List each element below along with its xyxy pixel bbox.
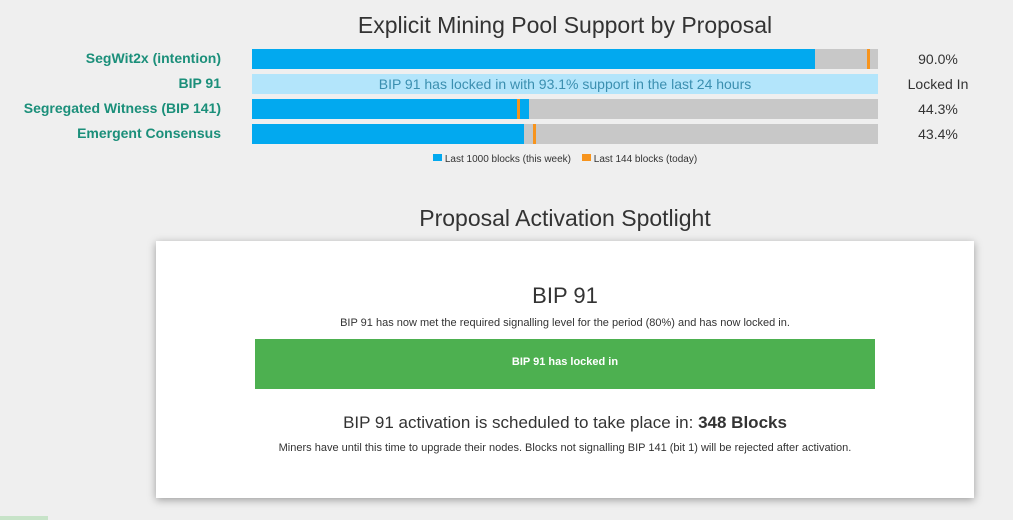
- category-label-bip-91[interactable]: BIP 91: [178, 75, 221, 91]
- spotlight-card: BIP 91 BIP 91 has now met the required s…: [156, 241, 974, 498]
- bar-track-bip-91: BIP 91 has locked in with 93.1% support …: [252, 74, 878, 94]
- legend-swatch-today: [581, 154, 591, 161]
- bar-week-emergent-consensus: [252, 124, 524, 144]
- chart-row-emergent-consensus: Emergent Consensus 43.4%: [0, 124, 1013, 144]
- category-label-segregated-witness-bip-141[interactable]: Segregated Witness (BIP 141): [23, 100, 221, 116]
- chart-row-segregated-witness-bip-141: Segregated Witness (BIP 141) 44.3%: [0, 99, 1013, 119]
- bar-track-emergent-consensus: [252, 124, 878, 144]
- category-label-segwit2x-intention[interactable]: SegWit2x (intention): [85, 50, 221, 66]
- marker-today-segregated-witness-bip-141: [517, 99, 521, 119]
- legend-label-today: Last 144 blocks (today): [593, 154, 698, 165]
- activation-schedule: BIP 91 activation is scheduled to take p…: [156, 413, 974, 433]
- bar-track-segwit2x-intention: [252, 49, 878, 69]
- chart-row-segwit2x-intention: SegWit2x (intention) 90.0%: [0, 49, 1013, 69]
- bar-week-segwit2x-intention: [252, 49, 816, 69]
- blocks-remaining: 348 Blocks: [698, 413, 787, 432]
- chart-title: Explicit Mining Pool Support by Proposal: [357, 12, 773, 38]
- bar-week-segregated-witness-bip-141: [252, 99, 530, 119]
- value-label-emergent-consensus: 43.4%: [918, 126, 958, 142]
- corner-decoration: [0, 516, 48, 520]
- value-label-segregated-witness-bip-141: 44.3%: [918, 101, 958, 117]
- marker-today-segwit2x-intention: [867, 49, 871, 69]
- bar-track-segregated-witness-bip-141: [252, 99, 878, 119]
- marker-today-emergent-consensus: [533, 124, 537, 144]
- spotlight-card-title: BIP 91: [532, 283, 598, 308]
- value-label-bip-91: Locked In: [907, 76, 969, 92]
- category-label-emergent-consensus[interactable]: Emergent Consensus: [77, 125, 221, 141]
- value-label-segwit2x-intention: 90.0%: [918, 51, 958, 67]
- legend-item-today[interactable]: Last 144 blocks (today): [581, 154, 698, 165]
- lock-in-status-bar: BIP 91 has locked in: [255, 339, 875, 389]
- legend-item-week[interactable]: Last 1000 blocks (this week): [432, 154, 571, 165]
- legend-swatch-week: [432, 154, 442, 161]
- spotlight-heading: Proposal Activation Spotlight: [419, 205, 711, 231]
- locked-in-annotation: BIP 91 has locked in with 93.1% support …: [378, 76, 752, 92]
- spotlight-description: BIP 91 has now met the required signalli…: [340, 317, 790, 329]
- upgrade-note: Miners have until this time to upgrade t…: [278, 442, 852, 454]
- chart-legend: Last 1000 blocks (this week) Last 144 bl…: [0, 154, 1013, 165]
- legend-label-week: Last 1000 blocks (this week): [444, 154, 571, 165]
- chart-row-bip-91: BIP 91 BIP 91 has locked in with 93.1% su…: [0, 74, 1013, 94]
- schedule-text: BIP 91 activation is scheduled to take p…: [343, 413, 699, 432]
